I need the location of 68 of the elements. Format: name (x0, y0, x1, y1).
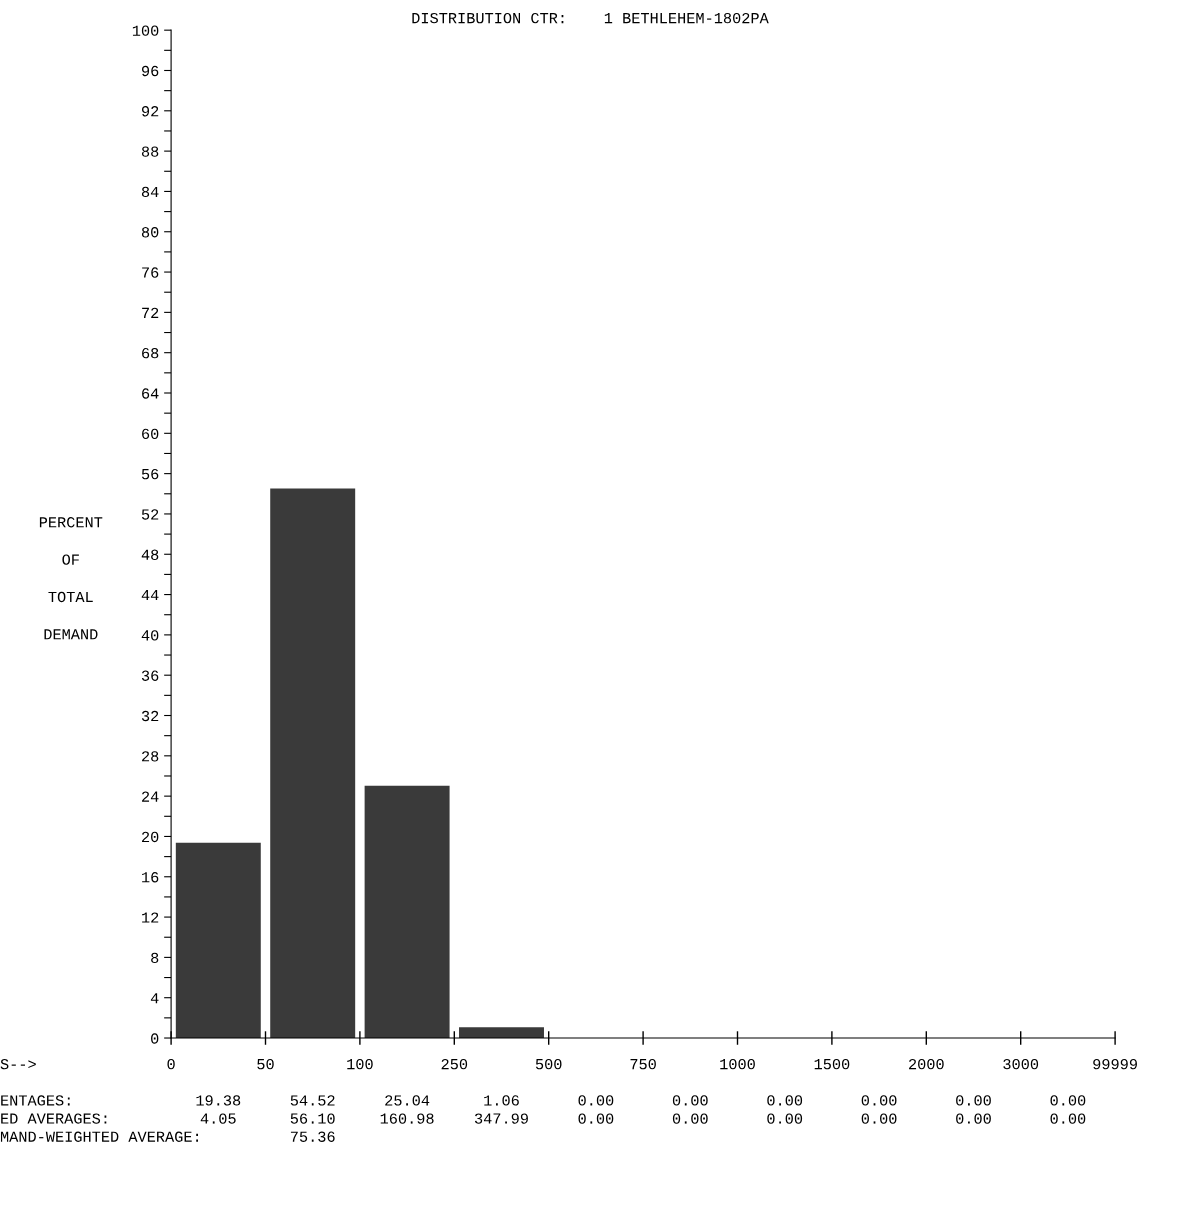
bar (175, 842, 261, 1039)
data-label: 0.00 (672, 1095, 708, 1106)
text: 0.00 (578, 1113, 614, 1124)
data-label: 19.38 (196, 1095, 241, 1106)
y-tick-label: 80 (141, 227, 159, 238)
chart-title: DISTRIBUTION CTR: 1 BETHLEHEM-1802PA (412, 12, 769, 24)
y-tick-label: 76 (142, 267, 159, 278)
text: 4.05 (200, 1113, 236, 1124)
y-tick-label: 52 (141, 509, 159, 520)
data-label: 0.00 (861, 1095, 897, 1106)
y-tick-label: 28 (142, 751, 159, 762)
y-tick-label: 56 (141, 468, 159, 480)
text: 3000 (1003, 1058, 1039, 1070)
text: 100 (347, 1058, 373, 1070)
y-tick-label: 44 (141, 590, 159, 601)
y-tick-label: 68 (142, 348, 159, 359)
y-tick-label: 20 (142, 831, 159, 843)
text: 160.98 (380, 1113, 434, 1124)
y-tick-label: 8 (151, 952, 159, 964)
text: 0 (167, 1058, 175, 1070)
y-tick-label: 100 (132, 25, 159, 36)
text: S--> (0, 1058, 36, 1070)
y-tick-label: 16 (142, 872, 159, 883)
text: 1000 (720, 1058, 755, 1070)
bar (270, 488, 356, 1039)
y-tick-label: 24 (142, 791, 159, 802)
text: 0.00 (956, 1113, 991, 1124)
text: 0.00 (767, 1113, 803, 1124)
y-tick-label: 60 (142, 428, 159, 439)
data-label: 25.04 (385, 1095, 430, 1106)
y-tick-label: 72 (142, 307, 159, 318)
data-label: 0.00 (1050, 1095, 1086, 1106)
text: 0.00 (672, 1113, 708, 1124)
data-label: 54.52 (290, 1095, 335, 1106)
y-tick-label: 32 (141, 710, 159, 722)
data-label: 0.00 (767, 1095, 803, 1106)
data-label: 1.06 (484, 1095, 519, 1106)
data-label: 0.00 (956, 1095, 991, 1106)
text: MAND-WEIGHTED AVERAGE: (0, 1131, 198, 1142)
y-tick-label: 88 (141, 146, 159, 157)
y-tick-label: 96 (142, 65, 159, 77)
y-tick-label: 64 (142, 388, 159, 399)
text: 56.10 (290, 1113, 335, 1124)
data-label: 0.00 (578, 1095, 614, 1106)
bar (364, 785, 450, 1039)
text: ED AVERAGES: (1, 1113, 107, 1124)
text: 1500 (814, 1058, 850, 1070)
bar (459, 1027, 544, 1039)
text: 2000 (909, 1058, 944, 1070)
y-tick-label: 4 (150, 993, 159, 1004)
y-tick-label: 92 (142, 106, 159, 117)
text: 250 (441, 1058, 468, 1070)
text: 750 (630, 1058, 656, 1070)
y-tick-label: 36 (141, 670, 159, 681)
y-tick-label: 0 (151, 1033, 159, 1044)
text: 500 (535, 1058, 562, 1070)
text: ENTAGES: (1, 1095, 70, 1106)
text: 0.00 (861, 1113, 897, 1124)
text: PERCENT OF TOTAL DEMAND (39, 517, 103, 640)
y-tick-label: 40 (141, 630, 159, 641)
text: 50 (257, 1058, 274, 1070)
text: 0.00 (1050, 1113, 1086, 1124)
y-tick-label: 84 (141, 186, 159, 198)
text: 99999 (1093, 1058, 1137, 1070)
text: 75.36 (290, 1131, 335, 1142)
text: 347.99 (474, 1113, 528, 1124)
y-tick-label: 12 (142, 912, 159, 923)
y-tick-label: 48 (141, 549, 159, 560)
